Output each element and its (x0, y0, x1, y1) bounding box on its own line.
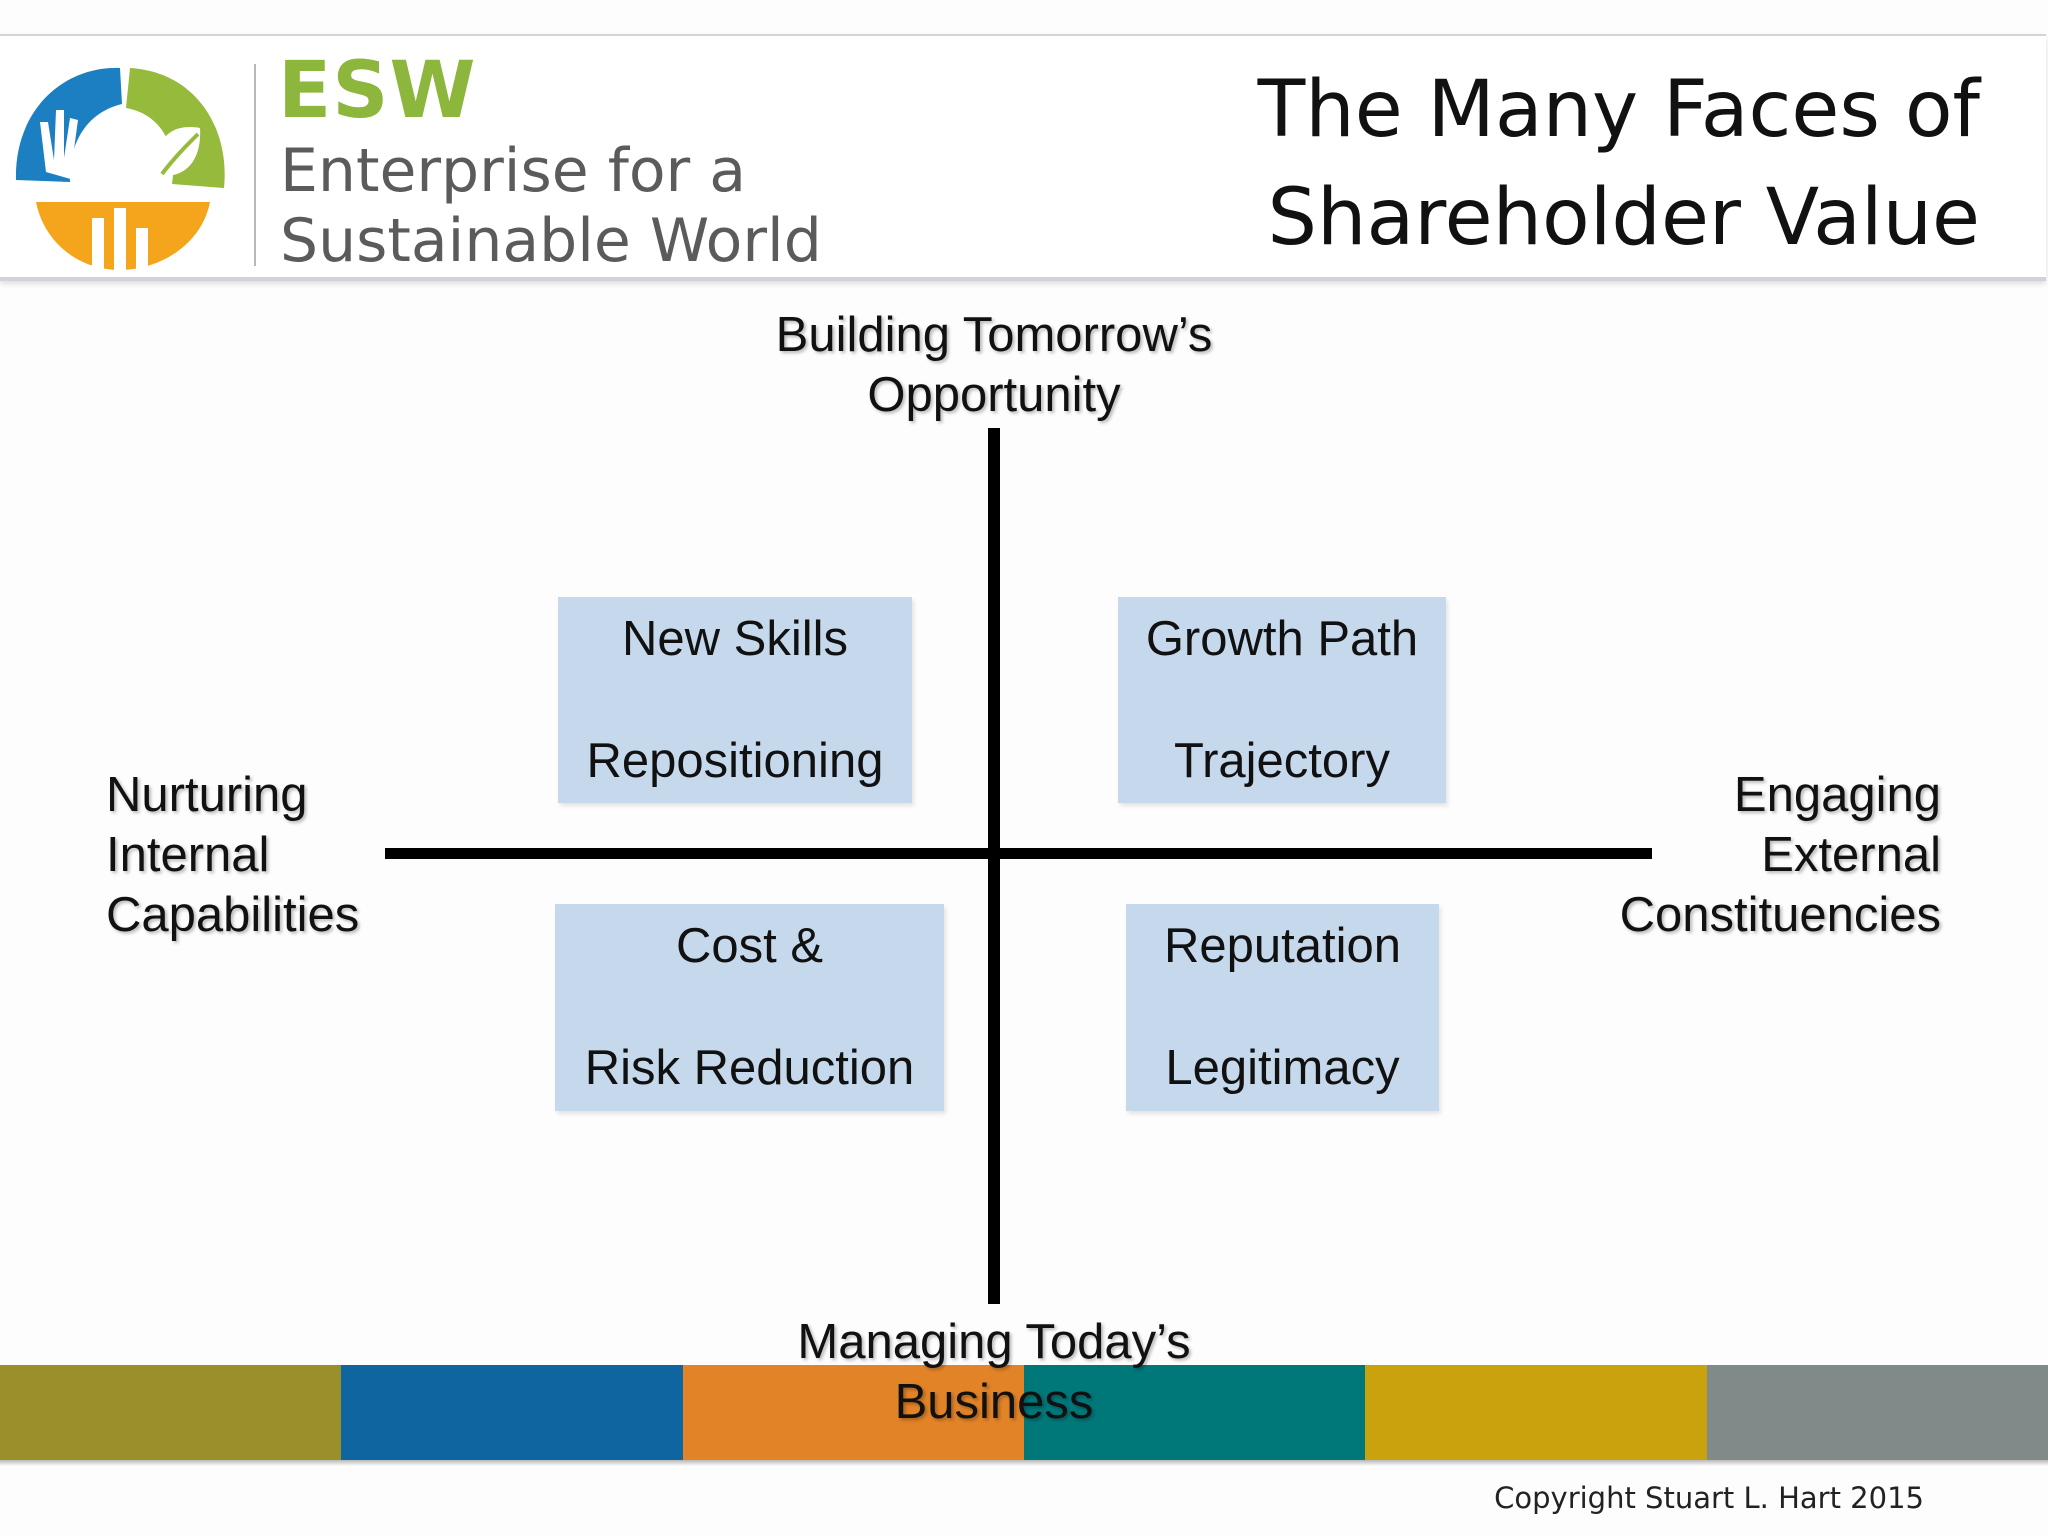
band-shadow (0, 1460, 2048, 1466)
band-segment (1365, 1365, 1707, 1460)
band-segment (1706, 1365, 2048, 1460)
quadrant-title: New Skills (622, 612, 848, 666)
quadrant-subtitle: Repositioning (586, 734, 884, 788)
quadrant-subtitle: Trajectory (1173, 734, 1390, 788)
vertical-axis (988, 428, 1000, 1304)
logo-divider (254, 64, 256, 266)
logo-abbreviation: ESW (278, 46, 477, 136)
horizontal-axis (385, 848, 1652, 859)
slide-title: The Many Faces of Shareholder Value (1257, 65, 1980, 263)
quadrant-title: Cost & (675, 919, 824, 973)
footer-color-band (0, 1365, 2048, 1460)
axis-label-left: Nurturing Internal Capabilities (106, 768, 360, 942)
quadrant-top-right: Growth Path Trajectory (1118, 597, 1446, 803)
quadrant-title: Reputation (1163, 919, 1401, 973)
quadrant-subtitle: Risk Reduction (584, 1041, 915, 1095)
logo-name: Enterprise for a Sustainable World (280, 136, 822, 276)
quadrant-bottom-left: Cost & Risk Reduction (555, 904, 944, 1111)
axis-label-bottom: Managing Today’s Business (797, 1315, 1191, 1429)
band-segment (0, 1365, 342, 1460)
quadrant-title: Growth Path (1145, 612, 1419, 666)
band-segment (1023, 1365, 1366, 1460)
band-segment (682, 1365, 1024, 1460)
copyright-notice: Copyright Stuart L. Hart 2015 (1494, 1481, 1924, 1515)
header-bar: ESW Enterprise for a Sustainable World T… (0, 34, 2046, 281)
axis-label-top: Building Tomorrow’s Opportunity (775, 308, 1213, 422)
quadrant-top-left: New Skills Repositioning (558, 597, 912, 803)
quadrant-bottom-right: Reputation Legitimacy (1126, 904, 1439, 1111)
band-segment (341, 1365, 683, 1460)
quadrant-subtitle: Legitimacy (1165, 1041, 1400, 1095)
axis-label-right: Engaging External Constituencies (1619, 768, 1941, 942)
esw-logo-icon (15, 67, 225, 270)
